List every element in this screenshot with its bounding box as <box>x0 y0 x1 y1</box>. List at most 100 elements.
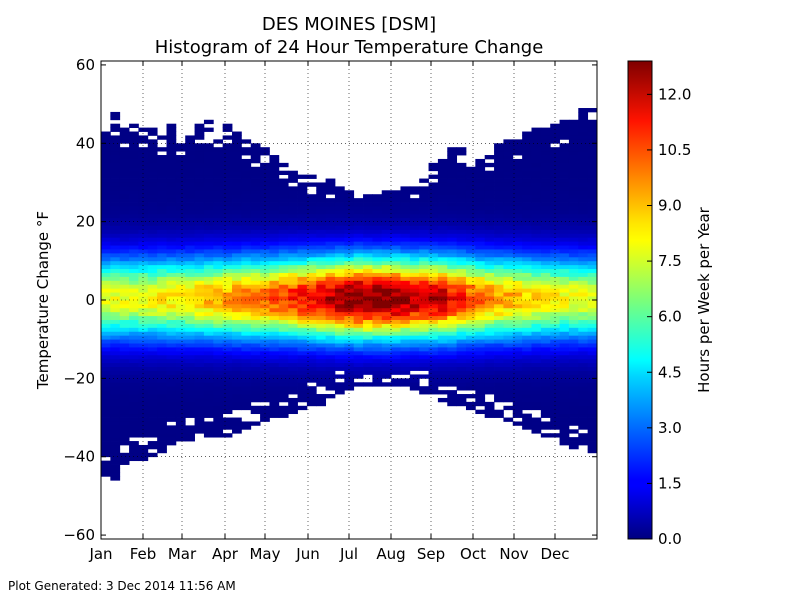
heatmap-cell <box>447 335 458 340</box>
heatmap-cell <box>110 468 121 473</box>
heatmap-cell <box>409 245 420 250</box>
heatmap-cell <box>288 256 298 262</box>
heatmap-cell <box>278 162 289 168</box>
heatmap-cell <box>578 194 589 199</box>
heatmap-cell <box>157 260 167 266</box>
heatmap-cell <box>194 343 205 348</box>
heatmap-cell <box>213 300 224 305</box>
heatmap-cell <box>194 284 205 289</box>
heatmap-cell <box>110 378 121 383</box>
heatmap-cell <box>269 272 280 277</box>
heatmap-cell <box>241 374 252 379</box>
heatmap-cell <box>138 268 149 273</box>
heatmap-cell <box>587 272 598 277</box>
heatmap-cell <box>288 323 298 328</box>
heatmap-cell <box>222 405 233 411</box>
heatmap-cell <box>587 108 598 113</box>
heatmap-cell <box>484 300 495 305</box>
heatmap-cell <box>550 358 560 364</box>
heatmap-cell <box>222 276 233 281</box>
heatmap-cell <box>110 311 121 317</box>
heatmap-cell <box>194 347 205 352</box>
heatmap-cell <box>447 225 458 230</box>
heatmap-cell <box>325 182 336 187</box>
heatmap-cell <box>344 217 355 223</box>
heatmap-cell <box>540 374 551 379</box>
heatmap-cell <box>587 343 598 348</box>
heatmap-cell <box>475 358 486 364</box>
heatmap-cell <box>138 448 149 454</box>
heatmap-cell <box>213 296 224 301</box>
heatmap-cell <box>316 237 327 242</box>
heatmap-cell <box>119 370 130 375</box>
heatmap-cell <box>175 241 186 246</box>
heatmap-cell <box>503 256 514 262</box>
heatmap-cell <box>269 300 280 305</box>
heatmap-cell <box>522 131 532 136</box>
heatmap-cell <box>531 174 542 179</box>
heatmap-cell <box>203 347 214 352</box>
heatmap-cell <box>400 315 411 320</box>
heatmap-cell <box>288 303 298 309</box>
heatmap-cell <box>578 241 589 246</box>
heatmap-cell <box>559 131 570 136</box>
heatmap-cell <box>512 256 523 262</box>
heatmap-cell <box>185 300 195 305</box>
heatmap-cell <box>587 249 598 254</box>
heatmap-cell <box>484 237 495 242</box>
heatmap-cell <box>400 186 411 191</box>
heatmap-cell <box>110 198 121 203</box>
heatmap-cell <box>110 272 121 277</box>
heatmap-cell <box>568 319 579 324</box>
heatmap-cell <box>316 319 327 324</box>
heatmap-cell <box>232 151 242 156</box>
heatmap-cell <box>250 252 261 258</box>
heatmap-cell <box>503 350 514 356</box>
heatmap-cell <box>260 358 270 364</box>
heatmap-cell <box>587 268 598 273</box>
heatmap-cell <box>203 323 214 328</box>
heatmap-cell <box>437 327 448 332</box>
heatmap-cell <box>578 225 589 230</box>
heatmap-cell <box>578 390 589 395</box>
heatmap-cell <box>400 233 411 238</box>
heatmap-cell <box>409 335 420 340</box>
heatmap-cell <box>138 401 149 407</box>
heatmap-cell <box>522 390 532 395</box>
heatmap-cell <box>587 421 598 426</box>
heatmap-cell <box>241 307 252 313</box>
heatmap-cell <box>522 319 532 324</box>
heatmap-cell <box>503 296 514 301</box>
heatmap-cell <box>419 202 429 207</box>
heatmap-cell <box>494 284 504 289</box>
heatmap-cell <box>381 343 392 348</box>
heatmap-cell <box>559 198 570 203</box>
heatmap-cell <box>578 437 589 442</box>
heatmap-cell <box>353 307 364 313</box>
heatmap-cell <box>503 190 514 195</box>
heatmap-cell <box>203 233 214 238</box>
heatmap-cell <box>119 252 130 258</box>
heatmap-cell <box>213 307 224 313</box>
heatmap-cell <box>203 386 214 391</box>
heatmap-cell <box>409 237 420 242</box>
heatmap-cell <box>110 241 121 246</box>
heatmap-cell <box>353 288 364 293</box>
heatmap-cell <box>522 339 532 344</box>
heatmap-cell <box>316 221 327 226</box>
heatmap-cell <box>568 441 579 446</box>
heatmap-cell <box>428 307 439 313</box>
heatmap-cell <box>166 303 177 309</box>
heatmap-cell <box>203 213 214 219</box>
heatmap-cell <box>409 339 420 344</box>
heatmap-cell <box>494 186 504 191</box>
heatmap-cell <box>503 323 514 328</box>
heatmap-cell <box>166 256 177 262</box>
heatmap-cell <box>147 339 158 344</box>
heatmap-cell <box>334 374 345 379</box>
heatmap-cell <box>522 335 532 340</box>
heatmap-cell <box>568 362 579 368</box>
heatmap-cell <box>372 256 383 262</box>
heatmap-cell <box>456 347 467 352</box>
heatmap-cell <box>166 202 177 207</box>
